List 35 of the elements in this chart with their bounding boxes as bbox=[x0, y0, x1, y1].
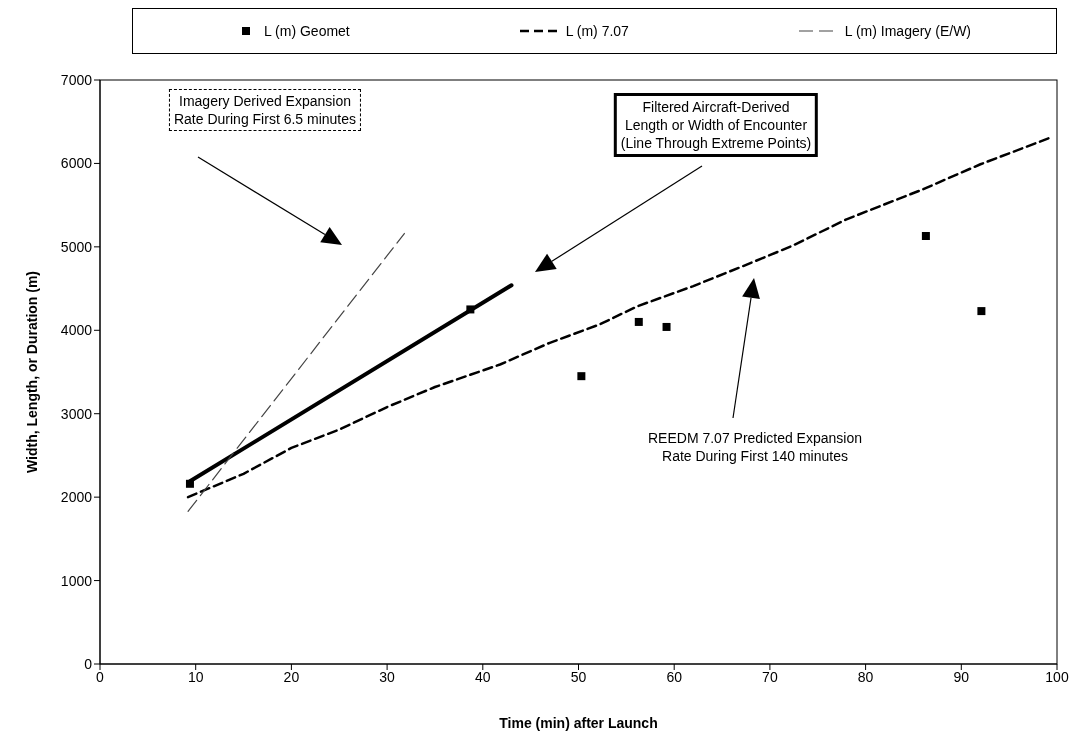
y-tick-label: 5000 bbox=[60, 238, 93, 255]
y-tick-label: 7000 bbox=[60, 71, 93, 88]
y-tick-label: 1000 bbox=[60, 572, 93, 589]
legend-label: L (m) Geomet bbox=[263, 23, 350, 39]
annotation: Imagery Derived Expansion Rate During First 6.5 minutes bbox=[168, 89, 362, 131]
point bbox=[185, 479, 194, 488]
point bbox=[634, 317, 643, 326]
x-tick-label: 40 bbox=[475, 668, 491, 685]
legend-label: L (m) Imagery (E/W) bbox=[844, 23, 972, 39]
x-tick-label: 90 bbox=[953, 668, 970, 685]
y-tick-label: 6000 bbox=[60, 155, 93, 172]
legend-label: L (m) 7.07 bbox=[565, 23, 629, 39]
line-series bbox=[186, 137, 1050, 499]
x-tick-label: 30 bbox=[379, 668, 396, 685]
point bbox=[577, 372, 586, 381]
x-axis-title: Time (min) after Launch bbox=[499, 715, 658, 731]
x-tick-label: 20 bbox=[283, 668, 300, 685]
x-tick-label: 100 bbox=[1045, 668, 1069, 685]
x-tick-label: 10 bbox=[187, 668, 204, 685]
point bbox=[466, 305, 475, 314]
y-tick-label: 0 bbox=[84, 655, 93, 672]
y-axis-title: Width, Length, or Duration (m) bbox=[23, 270, 40, 474]
x-tick-label: 60 bbox=[666, 668, 683, 685]
point bbox=[977, 307, 986, 316]
annotation: Filtered Aircraft-Derived Length or Width of Encounter (Line Through Extreme Points) bbox=[613, 93, 819, 157]
y-tick-label: 3000 bbox=[60, 405, 93, 422]
y-tick-label: 2000 bbox=[60, 489, 93, 506]
x-tick-label: 50 bbox=[570, 668, 587, 685]
point bbox=[662, 322, 671, 331]
x-tick-label: 70 bbox=[762, 668, 778, 685]
x-tick-label: 0 bbox=[96, 668, 105, 685]
y-tick-label: 4000 bbox=[60, 322, 93, 339]
annotation: REEDM 7.07 Predicted Expansion Rate During First 140 minutes bbox=[644, 427, 866, 467]
point bbox=[921, 232, 930, 241]
x-tick-label: 80 bbox=[857, 668, 874, 685]
